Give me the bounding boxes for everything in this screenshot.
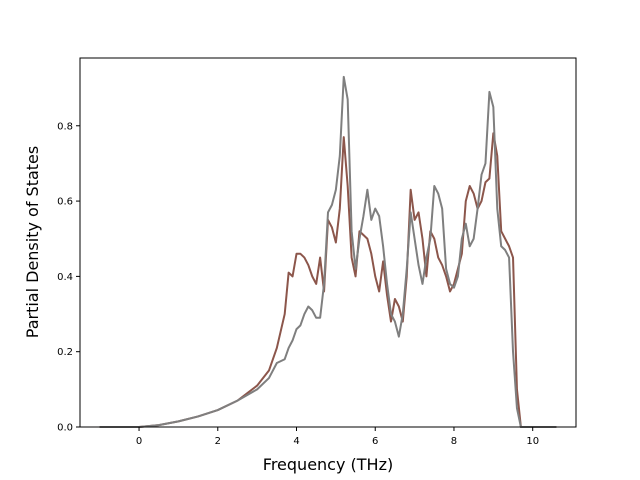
x-tick-label: 10 [526,436,539,447]
x-tick-label: 6 [372,436,378,447]
x-axis-title: Frequency (THz) [263,455,393,474]
y-tick-label: 0.4 [57,272,73,283]
x-axis-ticks: 0 2 4 6 8 10 [136,427,539,447]
y-tick-label: 0.6 [57,197,73,208]
x-tick-label: 8 [451,436,457,447]
series-line-2 [99,75,557,428]
y-axis-title: Partial Density of States [23,146,42,338]
x-tick-label: 4 [293,436,299,447]
y-tick-label: 0.0 [57,423,73,434]
y-tick-label: 0.2 [57,347,73,358]
x-tick-label: 0 [136,436,142,447]
x-tick-label: 2 [215,436,221,447]
plot-frame [79,57,577,428]
y-axis-ticks: 0.0 0.2 0.4 0.6 0.8 [57,121,80,434]
series-layer [99,75,557,428]
y-tick-label: 0.8 [57,121,73,132]
